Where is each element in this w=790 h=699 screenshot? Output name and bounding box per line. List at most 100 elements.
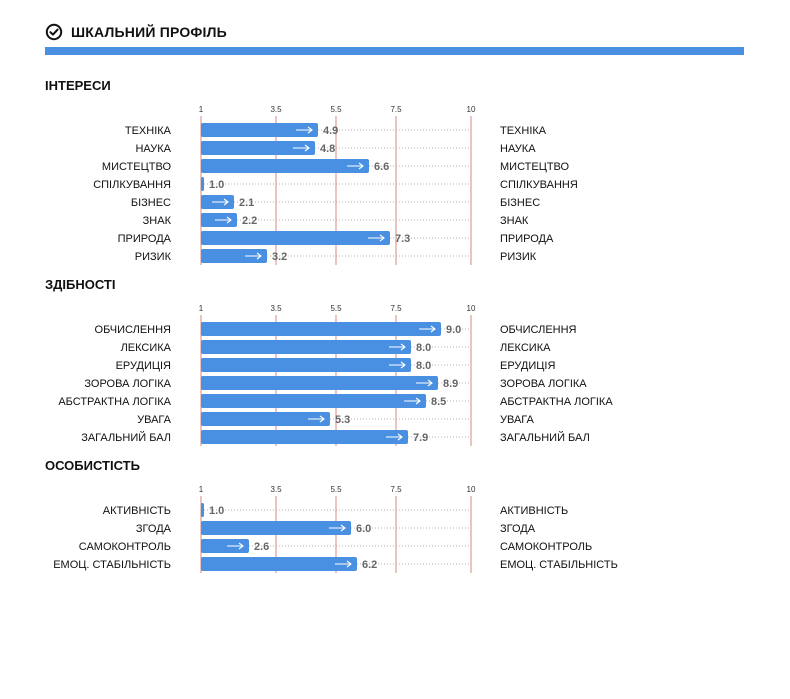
section-title-interests: ІНТЕРЕСИ [45,78,111,93]
data-label: 1.0 [209,179,224,191]
x-tick-label: 10 [467,105,476,114]
category-label-right: УВАГА [500,414,535,426]
data-label: 6.0 [356,523,371,535]
bar-arrow-icon [227,542,244,550]
data-label: 7.9 [413,432,428,444]
chart-personality: 1 3.5 5.5 7.5 10 1.0 АКТИВНІСТЬ АКТИВНІСТЬ 6.0 ЗГ… [0,476,790,576]
category-label-left: НАУКА [135,143,171,155]
category-label-left: СПІЛКУВАННЯ [93,179,171,191]
data-label: 1.0 [209,505,224,517]
bar [201,123,318,137]
x-tick-label: 10 [467,304,476,313]
bar [201,412,330,426]
data-label: 8.9 [443,378,458,390]
category-label-left: РИЗИК [135,251,172,263]
category-label-right: ЛЕКСИКА [500,342,551,354]
section-title-abilities: ЗДІБНОСТІ [45,277,116,292]
bar [201,503,204,517]
category-label-left: ЗНАК [143,215,172,227]
page-title: ШКАЛЬНИЙ ПРОФІЛЬ [71,24,227,40]
x-tick-label: 1 [199,485,204,494]
data-label: 5.3 [335,414,350,426]
bar [201,539,249,553]
bar-arrow-icon [245,252,262,260]
category-label-left: УВАГА [137,414,172,426]
data-label: 6.6 [374,161,389,173]
bar [201,159,369,173]
data-label: 3.2 [272,251,287,263]
category-label-left: ТЕХНІКА [125,125,172,137]
check-circle-icon [45,23,63,41]
category-label-right: БІЗНЕС [500,197,540,209]
bar [201,358,411,372]
accent-bar [45,47,744,55]
category-label-left: ЛЕКСИКА [121,342,172,354]
category-label-right: ЕРУДИЦІЯ [500,360,555,372]
x-tick-label: 3.5 [270,304,282,313]
bar-arrow-icon [335,560,352,568]
bar [201,557,357,571]
category-label-right: АКТИВНІСТЬ [500,505,568,517]
chart-abilities: 1 3.5 5.5 7.5 10 9.0 ОБЧИСЛЕННЯ ОБЧИСЛЕННЯ 8.0 ЛЕ… [0,295,790,455]
bar [201,141,315,155]
x-tick-label: 1 [199,105,204,114]
x-tick-label: 3.5 [270,105,282,114]
bar-arrow-icon [404,397,421,405]
category-label-right: ЗГОДА [500,523,536,535]
section-title-personality: ОСОБИСТІСТЬ [45,458,140,473]
data-label: 2.6 [254,541,269,553]
category-label-left: МИСТЕЦТВО [102,161,172,173]
bar-arrow-icon [347,162,364,170]
page-header: ШКАЛЬНИЙ ПРОФІЛЬ [45,20,227,44]
category-label-left: ЕРУДИЦІЯ [116,360,171,372]
data-label: 9.0 [446,324,461,336]
category-label-right: ЗНАК [500,215,529,227]
bar-arrow-icon [215,216,232,224]
bar [201,249,267,263]
bar [201,231,390,245]
bar [201,177,204,191]
x-tick-label: 7.5 [390,485,402,494]
bar [201,394,426,408]
x-tick-label: 5.5 [330,105,342,114]
bar-arrow-icon [212,198,229,206]
category-label-right: ЗОРОВА ЛОГІКА [500,378,587,390]
category-label-right: СПІЛКУВАННЯ [500,179,578,191]
category-label-left: ОБЧИСЛЕННЯ [95,324,172,336]
x-tick-label: 10 [467,485,476,494]
category-label-left: АБСТРАКТНА ЛОГІКА [58,396,171,408]
category-label-left: САМОКОНТРОЛЬ [79,541,171,553]
chart-abilities-svg: 1 3.5 5.5 7.5 10 9.0 ОБЧИСЛЕННЯ ОБЧИСЛЕННЯ 8.0 ЛЕ… [58,304,613,446]
bar-arrow-icon [389,343,406,351]
x-tick-label: 3.5 [270,485,282,494]
bar-arrow-icon [389,361,406,369]
data-label: 6.2 [362,559,377,571]
chart-personality-svg: 1 3.5 5.5 7.5 10 1.0 АКТИВНІСТЬ АКТИВНІСТЬ 6.0 ЗГ… [53,485,618,573]
category-label-left: БІЗНЕС [131,197,171,209]
bar [201,376,438,390]
chart-interests: 1 3.5 5.5 7.5 10 4.9 ТЕХНІКА ТЕХНІКА 4.8 НАУКА НАУ… [0,96,790,276]
category-label-left: ЕМОЦ. СТАБІЛЬНІСТЬ [53,559,171,571]
bar-arrow-icon [386,433,403,441]
category-label-right: РИЗИК [500,251,537,263]
category-label-right: МИСТЕЦТВО [500,161,570,173]
data-label: 4.8 [320,143,335,155]
category-label-right: ОБЧИСЛЕННЯ [500,324,577,336]
category-label-left: ЗАГАЛЬНИЙ БАЛ [81,431,171,444]
category-label-left: АКТИВНІСТЬ [103,505,171,517]
data-label: 2.2 [242,215,257,227]
x-tick-label: 5.5 [330,304,342,313]
bar-arrow-icon [419,325,436,333]
bar [201,322,441,336]
category-label-right: ЕМОЦ. СТАБІЛЬНІСТЬ [500,559,618,571]
category-label-right: НАУКА [500,143,536,155]
data-label: 8.5 [431,396,446,408]
bar-arrow-icon [416,379,433,387]
category-label-left: ПРИРОДА [118,233,172,245]
data-label: 2.1 [239,197,254,209]
bar [201,430,408,444]
category-label-left: ЗОРОВА ЛОГІКА [84,378,171,390]
x-tick-label: 5.5 [330,485,342,494]
data-label: 8.0 [416,342,431,354]
data-label: 7.3 [395,233,410,245]
